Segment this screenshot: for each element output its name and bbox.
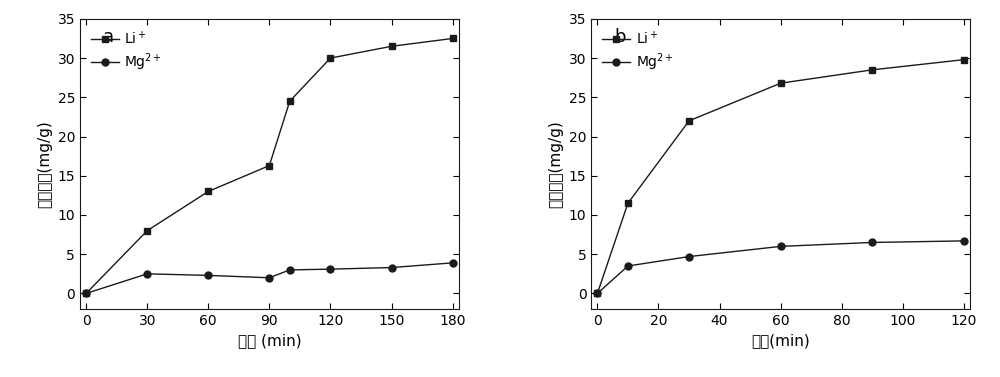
Mg$^{2+}$ xyxy=(284,268,296,272)
Li$^+$ xyxy=(202,189,214,194)
Li$^+$ xyxy=(263,163,275,168)
X-axis label: 时间(min): 时间(min) xyxy=(751,334,810,349)
Mg$^{2+}$ xyxy=(263,276,275,280)
Line: Li$^+$: Li$^+$ xyxy=(594,56,967,297)
Legend: Li$^+$, Mg$^{2+}$: Li$^+$, Mg$^{2+}$ xyxy=(87,26,167,77)
Mg$^{2+}$ xyxy=(683,254,695,259)
Mg$^{2+}$ xyxy=(202,273,214,278)
Li$^+$ xyxy=(386,44,398,49)
Mg$^{2+}$ xyxy=(775,244,787,249)
Li$^+$ xyxy=(447,36,459,41)
Mg$^{2+}$ xyxy=(324,267,336,271)
Li$^+$ xyxy=(958,57,970,62)
Mg$^{2+}$ xyxy=(866,240,878,245)
Y-axis label: 交换容量(mg/g): 交换容量(mg/g) xyxy=(548,120,563,208)
Legend: Li$^+$, Mg$^{2+}$: Li$^+$, Mg$^{2+}$ xyxy=(598,26,678,77)
Li$^+$ xyxy=(324,56,336,60)
Li$^+$ xyxy=(591,291,603,296)
Mg$^{2+}$ xyxy=(386,265,398,270)
Li$^+$ xyxy=(683,119,695,123)
Li$^+$ xyxy=(775,81,787,86)
Mg$^{2+}$ xyxy=(80,291,92,296)
Mg$^{2+}$ xyxy=(958,239,970,243)
Li$^+$ xyxy=(141,228,153,233)
Text: a: a xyxy=(103,28,114,46)
Li$^+$ xyxy=(622,201,634,205)
Line: Li$^+$: Li$^+$ xyxy=(83,35,456,297)
Mg$^{2+}$ xyxy=(591,291,603,296)
Line: Mg$^{2+}$: Mg$^{2+}$ xyxy=(594,238,967,297)
Li$^+$ xyxy=(866,67,878,72)
X-axis label: 时间 (min): 时间 (min) xyxy=(238,334,301,349)
Y-axis label: 交换容量(mg/g): 交换容量(mg/g) xyxy=(37,120,52,208)
Text: b: b xyxy=(614,28,626,46)
Line: Mg$^{2+}$: Mg$^{2+}$ xyxy=(83,259,456,297)
Mg$^{2+}$ xyxy=(141,271,153,276)
Mg$^{2+}$ xyxy=(447,261,459,265)
Li$^+$ xyxy=(284,99,296,104)
Li$^+$ xyxy=(80,291,92,296)
Mg$^{2+}$ xyxy=(622,264,634,268)
